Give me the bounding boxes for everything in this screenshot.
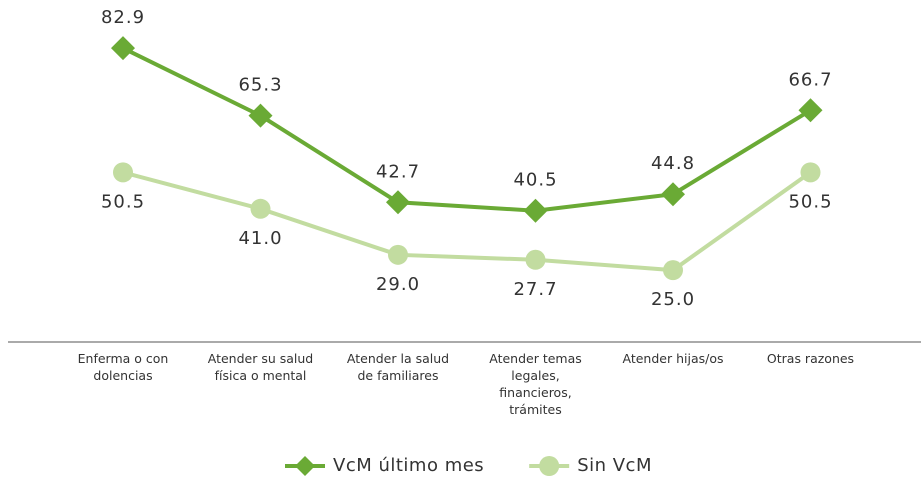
x-tick-label: Atender hijas/os xyxy=(622,351,724,366)
marker xyxy=(386,190,410,215)
data-label: 66.7 xyxy=(788,69,832,90)
marker xyxy=(661,182,685,207)
legend-label: VcM último mes xyxy=(333,455,484,476)
marker xyxy=(295,456,315,476)
marker xyxy=(663,260,683,281)
data-label: 50.5 xyxy=(788,191,832,212)
legend-label: Sin VcM xyxy=(577,455,652,476)
x-tick-label: Enferma o con dolencias xyxy=(77,351,169,383)
data-label: 42.7 xyxy=(376,161,420,182)
data-label: 44.8 xyxy=(651,153,695,174)
x-tick-label: Otras razones xyxy=(766,351,855,366)
marker xyxy=(798,98,823,123)
marker xyxy=(113,162,133,183)
data-label: 82.9 xyxy=(101,7,145,28)
data-label: 29.0 xyxy=(376,274,420,295)
marker xyxy=(388,244,408,265)
marker xyxy=(539,456,560,476)
series-line xyxy=(122,170,812,273)
marker xyxy=(248,103,273,128)
data-label: 41.0 xyxy=(238,228,282,249)
x-tick-label: Atender la salud de familiares xyxy=(346,351,450,383)
data-label: 27.7 xyxy=(513,279,557,300)
x-tick-label: Atender temas legales, financieros, trám… xyxy=(489,351,582,417)
data-label: 25.0 xyxy=(651,289,695,310)
marker xyxy=(525,249,546,270)
x-tick-label: Atender su salud física o mental xyxy=(207,351,314,383)
marker xyxy=(800,162,821,183)
series-line xyxy=(122,46,812,213)
data-label: 50.5 xyxy=(101,191,145,212)
data-label: 65.3 xyxy=(238,75,282,96)
data-label: 40.5 xyxy=(513,170,557,191)
marker xyxy=(111,36,135,61)
marker xyxy=(523,198,548,223)
marker xyxy=(250,198,271,219)
